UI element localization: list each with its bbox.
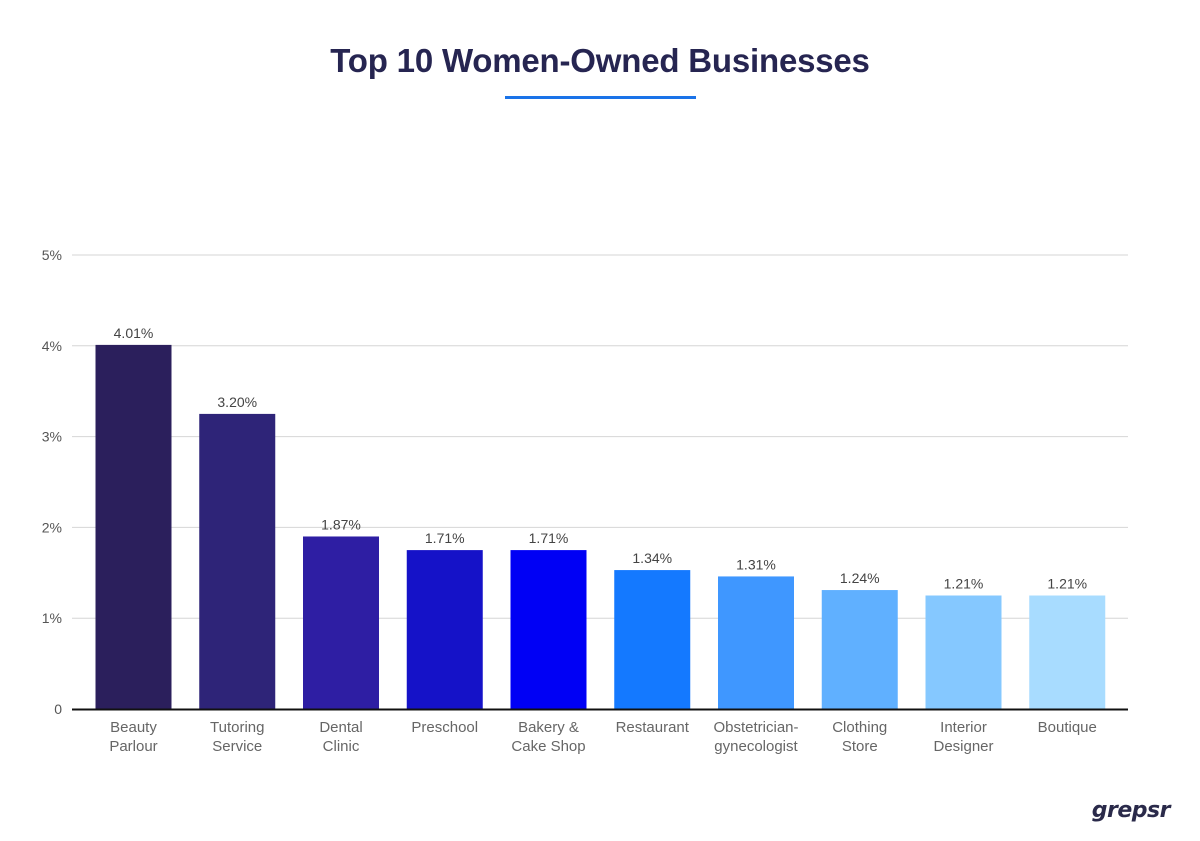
x-tick-label: Interior — [940, 719, 987, 736]
data-label: 4.01% — [114, 325, 154, 341]
bar — [925, 595, 1002, 709]
x-tick-label: Parlour — [109, 738, 157, 755]
x-tick-label: Boutique — [1038, 719, 1097, 736]
data-labels: 4.01% 3.20% 1.87% 1.71% 1.71% 1.34% 1.31% 1.24%… — [114, 325, 1087, 592]
data-label: 1.87% — [321, 516, 361, 532]
y-tick-label: 5% — [42, 247, 62, 263]
x-tick-label: Clothing — [832, 719, 887, 736]
bar — [821, 590, 898, 709]
x-tick-label: Dental — [319, 719, 362, 736]
data-label: 1.21% — [944, 576, 984, 592]
x-tick-label: Clinic — [323, 738, 360, 755]
x-tick-label: Preschool — [411, 719, 478, 736]
y-tick-label: 4% — [42, 338, 62, 354]
bar — [406, 550, 483, 709]
data-label: 1.34% — [632, 550, 672, 566]
bar — [95, 344, 172, 709]
x-tick-label: Restaurant — [616, 719, 690, 736]
x-tick-label: Bakery & — [518, 719, 579, 736]
x-tick-label: Beauty — [110, 719, 157, 736]
data-label: 1.21% — [1047, 576, 1087, 592]
data-label: 1.31% — [736, 556, 776, 572]
x-tick-label: Service — [212, 738, 262, 755]
x-tick-label: Designer — [933, 738, 993, 755]
x-tick-label: Cake Shop — [511, 738, 585, 755]
x-tick-label: Store — [842, 738, 878, 755]
data-label: 1.71% — [425, 530, 465, 546]
x-tick-label: Obstetrician- — [713, 719, 798, 736]
chart-title: Top 10 Women-Owned Businesses — [330, 42, 870, 79]
bar — [510, 550, 587, 709]
data-label: 1.24% — [840, 570, 880, 586]
bar — [1029, 595, 1106, 709]
brand-logo: grepsr — [1091, 798, 1171, 823]
bars — [95, 344, 1106, 709]
data-label: 1.71% — [529, 530, 569, 546]
title-underline — [505, 96, 696, 99]
bar — [614, 570, 691, 709]
y-tick-label: 3% — [42, 429, 62, 445]
bar — [303, 536, 379, 709]
bar — [718, 576, 794, 709]
y-tick-label: 0 — [54, 701, 62, 717]
x-tick-label: gynecologist — [714, 738, 798, 755]
bar — [199, 413, 276, 709]
y-tick-label: 1% — [42, 610, 62, 626]
x-axis-ticks: Beauty Parlour Tutoring Service Dental Clinic… — [109, 719, 1097, 755]
data-label: 3.20% — [217, 394, 257, 410]
y-tick-label: 2% — [42, 519, 62, 535]
x-tick-label: Tutoring — [210, 719, 264, 736]
y-axis-ticks: 0 1% 2% 3% 4% 5% — [42, 247, 62, 717]
